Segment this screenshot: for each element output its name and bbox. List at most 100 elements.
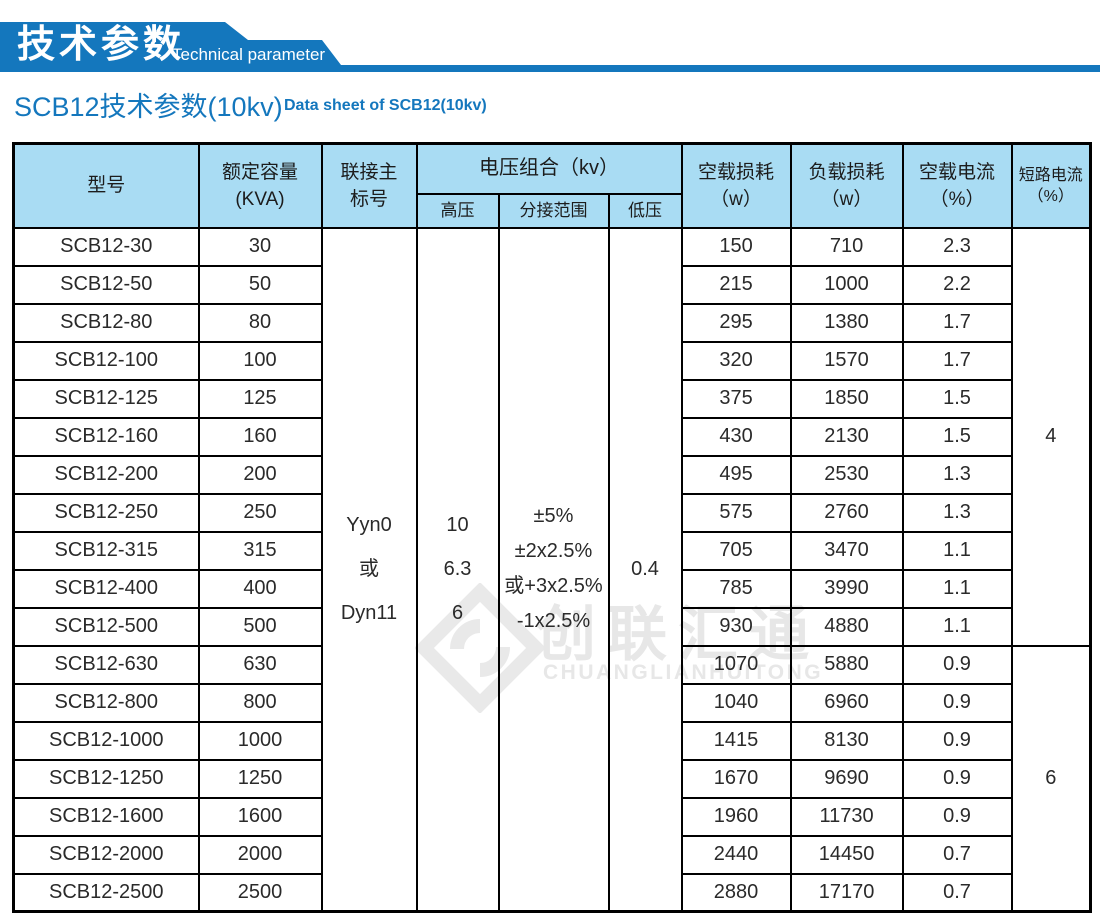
no-load-loss-cell: 1960 (680, 796, 792, 837)
no-load-current-cell: 1.7 (901, 340, 1013, 381)
load-loss-cell: 1570 (789, 340, 904, 381)
no-load-loss-cell: 575 (680, 492, 792, 533)
model-cell: SCB12-2000 (12, 834, 200, 875)
model-cell: SCB12-160 (12, 416, 200, 457)
table-row: SCB12-2000 2000 2440 14450 0.7 (12, 834, 1091, 875)
table-row: SCB12-30 30 Yyn0 或 Dyn11 10 6.3 6 ±5% ±2… (12, 226, 1092, 913)
no-load-loss-cell: 320 (680, 340, 792, 381)
kva-cell: 500 (197, 606, 323, 647)
no-load-current-cell: 0.9 (901, 682, 1013, 723)
load-loss-cell: 710 (789, 226, 904, 267)
header-lv: 低压 (607, 192, 683, 229)
no-load-loss-cell: 705 (680, 530, 792, 571)
load-loss-cell: 1380 (789, 302, 904, 343)
load-loss-cell: 2530 (789, 454, 904, 495)
header-row-2: 高压 分接范围 低压 (14, 192, 1091, 229)
kva-cell: 200 (197, 454, 323, 495)
model-cell: SCB12-400 (12, 568, 200, 609)
no-load-loss-cell: 430 (680, 416, 792, 457)
header-connection: 联接主 标号 (320, 142, 418, 229)
kva-cell: 1250 (197, 758, 323, 799)
no-load-current-cell: 1.5 (901, 378, 1013, 419)
no-load-loss-cell: 785 (680, 568, 792, 609)
no-load-current-cell: 0.9 (901, 758, 1013, 799)
banner-subtitle: Technical parameter (172, 45, 326, 64)
kva-cell: 400 (197, 568, 323, 609)
kva-cell: 630 (197, 644, 323, 685)
header-short-circuit-current: 短路电流 （%） (1010, 142, 1092, 229)
no-load-current-cell: 2.3 (901, 226, 1013, 267)
header-model: 型号 (12, 142, 200, 229)
no-load-loss-cell: 1415 (680, 720, 792, 761)
kva-cell: 315 (197, 530, 323, 571)
kva-cell: 800 (197, 682, 323, 723)
load-loss-cell: 2760 (789, 492, 904, 533)
no-load-current-cell: 0.7 (901, 872, 1013, 913)
kva-cell: 80 (197, 302, 323, 343)
table-row: SCB12-800 800 1040 6960 0.9 (12, 682, 1091, 723)
load-loss-cell: 3990 (789, 568, 904, 609)
no-load-loss-cell: 1040 (680, 682, 792, 723)
header-capacity: 额定容量 (KVA) (197, 142, 323, 229)
no-load-loss-cell: 150 (680, 226, 792, 267)
table-row: SCB12-80 80 295 1380 1.7 (12, 302, 1091, 343)
table-row: SCB12-125 125 375 1850 1.5 (12, 378, 1091, 419)
section-banner: 技术参数 Technical parameter (0, 22, 1100, 72)
no-load-loss-cell: 1070 (680, 644, 792, 685)
table-row: SCB12-250 250 575 2760 1.3 (12, 492, 1091, 533)
header-voltage-group: 电压组合（kv） (415, 142, 683, 195)
short-circuit-merged-cell-2: 6 (1010, 644, 1092, 913)
model-cell: SCB12-630 (12, 644, 200, 685)
model-cell: SCB12-315 (12, 530, 200, 571)
no-load-current-cell: 2.2 (901, 264, 1013, 305)
kva-cell: 50 (197, 264, 323, 305)
load-loss-cell: 5880 (789, 644, 904, 685)
table-row: SCB12-2500 2500 2880 17170 0.7 (12, 872, 1091, 913)
no-load-loss-cell: 215 (680, 264, 792, 305)
table-row: SCB12-1600 1600 1960 11730 0.9 (12, 796, 1091, 837)
table-row: SCB12-1250 1250 1670 9690 0.9 (12, 758, 1091, 799)
table-row: SCB12-200 200 495 2530 1.3 (12, 454, 1091, 495)
no-load-current-cell: 0.9 (901, 796, 1013, 837)
table-row: SCB12-400 400 785 3990 1.1 (12, 568, 1091, 609)
header-tap-range: 分接范围 (497, 192, 610, 229)
no-load-current-cell: 1.1 (901, 568, 1013, 609)
no-load-loss-cell: 2880 (680, 872, 792, 913)
short-circuit-merged-cell-1: 4 (1010, 226, 1092, 647)
no-load-current-cell: 1.1 (901, 606, 1013, 647)
no-load-loss-cell: 495 (680, 454, 792, 495)
kva-cell: 30 (197, 226, 323, 267)
kva-cell: 2500 (197, 872, 323, 913)
no-load-current-cell: 0.7 (901, 834, 1013, 875)
model-cell: SCB12-30 (12, 226, 200, 267)
model-cell: SCB12-1600 (12, 796, 200, 837)
model-cell: SCB12-50 (12, 264, 200, 305)
load-loss-cell: 9690 (789, 758, 904, 799)
table-row: SCB12-315 315 705 3470 1.1 (12, 530, 1091, 571)
load-loss-cell: 11730 (789, 796, 904, 837)
kva-cell: 160 (197, 416, 323, 457)
no-load-current-cell: 1.7 (901, 302, 1013, 343)
no-load-current-cell: 1.5 (901, 416, 1013, 457)
header-no-load-current: 空载电流 （%） (901, 142, 1013, 229)
kva-cell: 1000 (197, 720, 323, 761)
model-cell: SCB12-1000 (12, 720, 200, 761)
table-row: SCB12-500 500 930 4880 1.1 (12, 606, 1091, 647)
no-load-current-cell: 1.3 (901, 454, 1013, 495)
header-row-1: 型号 额定容量 (KVA) 联接主 标号 电压组合（kv） 空载损耗 （w） 负… (12, 142, 1092, 229)
table-row: SCB12-100 100 320 1570 1.7 (12, 340, 1091, 381)
model-cell: SCB12-500 (12, 606, 200, 647)
connection-merged-cell: Yyn0 或 Dyn11 (320, 226, 418, 913)
no-load-loss-cell: 295 (680, 302, 792, 343)
no-load-loss-cell: 1670 (680, 758, 792, 799)
table-row: SCB12-160 160 430 2130 1.5 (12, 416, 1091, 457)
model-cell: SCB12-100 (12, 340, 200, 381)
no-load-current-cell: 0.9 (901, 644, 1013, 685)
kva-cell: 125 (197, 378, 323, 419)
no-load-current-cell: 1.3 (901, 492, 1013, 533)
tap-range-merged-cell: ±5% ±2x2.5% 或+3x2.5% -1x2.5% (497, 226, 610, 913)
banner-title: 技术参数 (17, 24, 186, 66)
load-loss-cell: 6960 (789, 682, 904, 723)
no-load-loss-cell: 375 (680, 378, 792, 419)
